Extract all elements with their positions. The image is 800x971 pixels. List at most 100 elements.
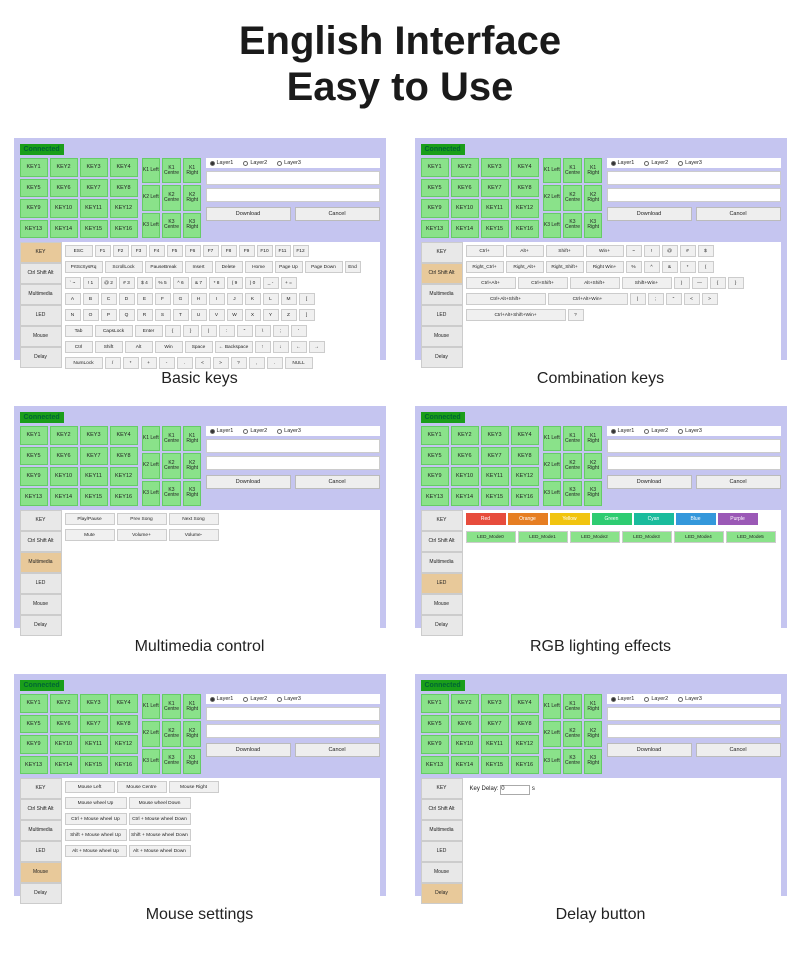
macro-key[interactable]: KEY3: [80, 694, 108, 713]
key-button[interactable]: @: [662, 245, 678, 257]
key-button[interactable]: K: [245, 293, 261, 305]
cancel-button[interactable]: Cancel: [696, 743, 781, 757]
macro-key[interactable]: KEY14: [451, 220, 479, 239]
macro-key[interactable]: KEY9: [421, 199, 449, 218]
macro-key[interactable]: KEY9: [421, 735, 449, 754]
key-button[interactable]: ;: [273, 325, 289, 337]
side-tab[interactable]: Ctrl Shift Alt: [421, 531, 463, 552]
macro-key[interactable]: KEY10: [451, 467, 479, 486]
macro-key[interactable]: KEY14: [50, 488, 78, 507]
color-swatch[interactable]: Purple: [718, 513, 758, 525]
key-button[interactable]: ': [291, 325, 307, 337]
key-button[interactable]: Alt + Mouse wheel Up: [65, 845, 127, 857]
macro-key[interactable]: KEY8: [511, 179, 539, 198]
key-button[interactable]: Ctrl+Alt+Shift+Win+: [466, 309, 566, 321]
macro-key[interactable]: KEY10: [451, 199, 479, 218]
text-input-2[interactable]: [206, 188, 380, 202]
layer-option[interactable]: Layer3: [678, 428, 702, 434]
key-button[interactable]: ↓: [273, 341, 289, 353]
side-tab[interactable]: Ctrl Shift Alt: [20, 263, 62, 284]
key-button[interactable]: F10: [257, 245, 273, 257]
macro-key[interactable]: KEY14: [50, 220, 78, 239]
macro-key[interactable]: KEY15: [481, 756, 509, 775]
knob-key[interactable]: K2 Right: [183, 721, 202, 746]
knob-key[interactable]: K1 Centre: [563, 426, 582, 451]
macro-key[interactable]: KEY6: [50, 179, 78, 198]
macro-key[interactable]: KEY10: [50, 735, 78, 754]
key-button[interactable]: J: [227, 293, 243, 305]
side-tab[interactable]: Delay: [20, 615, 62, 636]
key-button[interactable]: {: [165, 325, 181, 337]
macro-key[interactable]: KEY14: [451, 488, 479, 507]
key-button[interactable]: *: [123, 357, 139, 369]
key-button[interactable]: NumLock: [65, 357, 103, 369]
macro-key[interactable]: KEY5: [20, 447, 48, 466]
macro-key[interactable]: KEY10: [451, 735, 479, 754]
macro-key[interactable]: KEY7: [80, 179, 108, 198]
key-button[interactable]: -: [159, 357, 175, 369]
layer-option[interactable]: Layer1: [611, 696, 635, 702]
knob-key[interactable]: K2 Centre: [563, 185, 582, 210]
key-button[interactable]: Win: [155, 341, 183, 353]
color-swatch[interactable]: Blue: [676, 513, 716, 525]
key-button[interactable]: * 8: [209, 277, 225, 289]
key-button[interactable]: Ctrl+: [466, 245, 504, 257]
layer-option[interactable]: Layer1: [210, 428, 234, 434]
key-button[interactable]: NULL: [285, 357, 313, 369]
key-button[interactable]: <: [195, 357, 211, 369]
macro-key[interactable]: KEY13: [20, 220, 48, 239]
download-button[interactable]: Download: [607, 743, 692, 757]
macro-key[interactable]: KEY11: [80, 735, 108, 754]
key-button[interactable]: Mouse Right: [169, 781, 219, 793]
key-button[interactable]: .: [177, 357, 193, 369]
layer-option[interactable]: Layer1: [210, 696, 234, 702]
macro-key[interactable]: KEY15: [80, 488, 108, 507]
macro-key[interactable]: KEY11: [481, 467, 509, 486]
key-button[interactable]: Alt+Shift+: [570, 277, 620, 289]
knob-key[interactable]: K1 Left: [543, 694, 562, 719]
key-button[interactable]: :: [219, 325, 235, 337]
key-button[interactable]: Alt+: [506, 245, 544, 257]
key-button[interactable]: Page Up: [275, 261, 303, 273]
macro-key[interactable]: KEY12: [110, 199, 138, 218]
side-tab[interactable]: Mouse: [20, 862, 62, 883]
knob-key[interactable]: K3 Left: [543, 213, 562, 238]
knob-key[interactable]: K1 Left: [142, 694, 161, 719]
macro-key[interactable]: KEY4: [110, 158, 138, 177]
led-mode[interactable]: LED_Mode2: [570, 531, 620, 543]
key-button[interactable]: PrtScSysRq: [65, 261, 103, 273]
key-button[interactable]: ! 1: [83, 277, 99, 289]
key-button[interactable]: @ 2: [101, 277, 117, 289]
macro-key[interactable]: KEY9: [20, 467, 48, 486]
knob-key[interactable]: K3 Centre: [563, 213, 582, 238]
side-tab[interactable]: Multimedia: [20, 820, 62, 841]
layer-option[interactable]: Layer3: [678, 696, 702, 702]
knob-key[interactable]: K2 Left: [142, 721, 161, 746]
knob-key[interactable]: K1 Centre: [162, 158, 181, 183]
key-button[interactable]: Shift + Mouse wheel Up: [65, 829, 127, 841]
macro-key[interactable]: KEY1: [20, 694, 48, 713]
key-button[interactable]: Alt + Mouse wheel Down: [129, 845, 191, 857]
key-button[interactable]: Right_Alt+: [506, 261, 544, 273]
macro-key[interactable]: KEY15: [481, 488, 509, 507]
download-button[interactable]: Download: [607, 475, 692, 489]
macro-key[interactable]: KEY6: [451, 447, 479, 466]
knob-key[interactable]: K3 Left: [142, 213, 161, 238]
key-button[interactable]: Alt: [125, 341, 153, 353]
key-button[interactable]: >: [213, 357, 229, 369]
macro-key[interactable]: KEY16: [110, 488, 138, 507]
key-button[interactable]: {: [710, 277, 726, 289]
key-button[interactable]: S: [155, 309, 171, 321]
key-button[interactable]: F4: [149, 245, 165, 257]
text-input-2[interactable]: [607, 188, 781, 202]
side-tab[interactable]: Multimedia: [421, 284, 463, 305]
macro-key[interactable]: KEY9: [20, 735, 48, 754]
macro-key[interactable]: KEY12: [511, 467, 539, 486]
key-button[interactable]: Ctrl+Alt+: [466, 277, 516, 289]
macro-key[interactable]: KEY2: [50, 426, 78, 445]
text-input-1[interactable]: [206, 707, 380, 721]
key-button[interactable]: W: [227, 309, 243, 321]
macro-key[interactable]: KEY9: [20, 199, 48, 218]
knob-key[interactable]: K3 Right: [584, 749, 603, 774]
cancel-button[interactable]: Cancel: [696, 207, 781, 221]
